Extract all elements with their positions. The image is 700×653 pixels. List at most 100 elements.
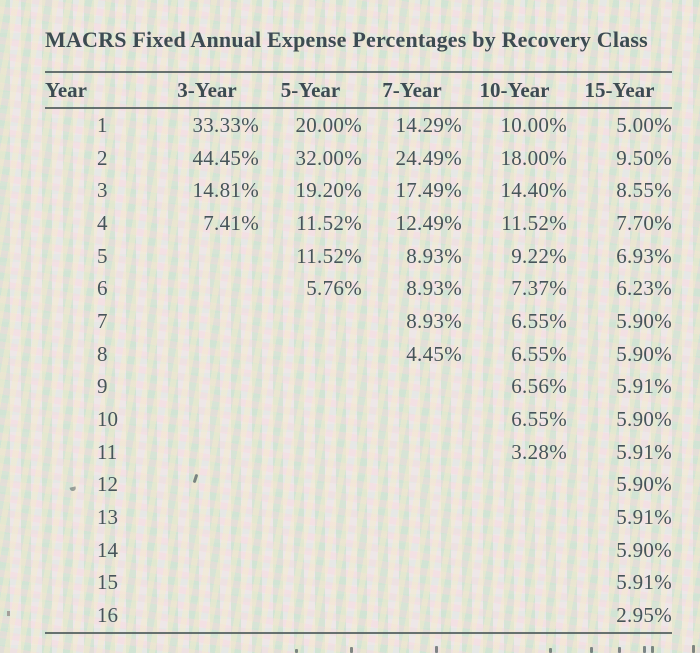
column-header-5-year: 5-Year [280,77,341,102]
cutoff-letter-top [549,648,552,653]
value-cell: 6.23% [616,276,672,301]
year-cell: 2 [97,145,108,170]
bottom-rule [45,632,672,634]
value-cell: 6.56% [511,374,567,399]
column-header-year: Year [45,77,87,102]
table-body: 1 33.33% 20.00% 14.29% 10.00% 5.00% 2 44.45% 32.… [45,109,672,632]
value-cell: 8.93% [406,243,462,268]
year-cell: 14 [97,537,118,562]
year-cell: 7 [97,308,108,333]
year-cell: 3 [97,178,108,203]
value-cell: 6.93% [616,243,672,268]
value-cell: 5.90% [616,407,672,432]
table-row: 6 5.76% 8.93% 7.37% 6.23% [45,272,672,305]
value-cell: 6.55% [511,308,567,333]
value-cell: 10.00% [500,112,567,137]
year-cell: 12 [97,472,118,497]
table-row: 4 7.41% 11.52% 12.49% 11.52% 7.70% [45,207,672,240]
value-cell: 24.49% [395,145,462,170]
column-header-7-year: 7-Year [382,77,442,102]
value-cell: 14.40% [500,178,567,203]
value-cell: 11.52% [501,210,567,235]
value-cell: 44.45% [192,145,259,170]
table-title: MACRS Fixed Annual Expense Percentages b… [45,27,648,52]
table-row: 9 6.56% 5.91% [45,371,672,404]
stray-speck [7,611,10,616]
value-cell: 11.52% [296,210,362,235]
year-cell: 11 [97,439,118,464]
column-header-10-year: 10-Year [479,77,550,102]
value-cell: 5.91% [616,505,672,530]
table-row: 13 5.91% [45,501,672,534]
year-cell: 13 [97,505,118,530]
value-cell: 5.76% [306,276,362,301]
column-header-3-year: 3-Year [177,77,237,102]
cutoff-letter-top [295,649,298,653]
value-cell: 9.50% [616,145,672,170]
value-cell: 7.37% [511,276,567,301]
table-row: 12 5.90% [45,469,672,502]
value-cell: 3.28% [511,439,567,464]
year-cell: 16 [97,603,118,628]
macrs-table: Year 3-Year 5-Year 7-Year 10-Year 15-Yea… [45,71,672,634]
value-cell: 12.49% [395,210,462,235]
table-header-row: Year 3-Year 5-Year 7-Year 10-Year 15-Yea… [45,73,672,107]
table-row: 10 6.55% 5.90% [45,403,672,436]
table-row: 5 11.52% 8.93% 9.22% 6.93% [45,240,672,273]
value-cell: 5.90% [616,537,672,562]
value-cell: 8.93% [406,276,462,301]
table-row: 3 14.81% 19.20% 17.49% 14.40% 8.55% [45,174,672,207]
cutoff-letter-top [590,647,593,653]
table-row: 15 5.91% [45,567,672,600]
year-cell: 9 [97,374,108,399]
cutoff-letter-top [692,645,695,653]
top-rule [45,71,672,73]
value-cell: 5.91% [616,570,672,595]
value-cell: 17.49% [395,178,462,203]
value-cell: 6.55% [511,341,567,366]
header-rule [45,107,672,109]
table-row: 2 44.45% 32.00% 24.49% 18.00% 9.50% [45,142,672,175]
table-row: 16 2.95% [45,599,672,632]
cutoff-letter-top [618,647,621,653]
year-cell: 4 [97,210,108,235]
cutoff-letter-top [350,647,353,653]
value-cell: 14.81% [192,178,259,203]
cutoff-letter-top [643,646,646,653]
table-row: 8 4.45% 6.55% 5.90% [45,338,672,371]
year-cell: 15 [97,570,118,595]
value-cell: 19.20% [295,178,362,203]
table-row: 11 3.28% 5.91% [45,436,672,469]
value-cell: 5.00% [616,112,672,137]
value-cell: 5.91% [616,439,672,464]
value-cell: 4.45% [406,341,462,366]
value-cell: 5.90% [616,308,672,333]
value-cell: 7.70% [616,210,672,235]
value-cell: 9.22% [511,243,567,268]
value-cell: 2.95% [616,603,672,628]
table-row: 1 33.33% 20.00% 14.29% 10.00% 5.00% [45,109,672,142]
year-cell: 6 [97,276,108,301]
cutoff-letter-top [435,646,438,653]
value-cell: 8.93% [406,308,462,333]
column-header-15-year: 15-Year [584,77,655,102]
table-row: 14 5.90% [45,534,672,567]
value-cell: 5.91% [616,374,672,399]
value-cell: 7.41% [203,210,259,235]
value-cell: 33.33% [192,112,259,137]
value-cell: 32.00% [295,145,362,170]
value-cell: 5.90% [616,472,672,497]
year-cell: 5 [97,243,108,268]
cutoff-letter-top [651,646,654,653]
value-cell: 8.55% [616,178,672,203]
value-cell: 18.00% [500,145,567,170]
year-cell: 10 [97,407,118,432]
value-cell: 20.00% [295,112,362,137]
year-cell: 1 [97,112,108,137]
value-cell: 5.90% [616,341,672,366]
table-row: 7 8.93% 6.55% 5.90% [45,305,672,338]
value-cell: 14.29% [395,112,462,137]
value-cell: 6.55% [511,407,567,432]
value-cell: 11.52% [296,243,362,268]
